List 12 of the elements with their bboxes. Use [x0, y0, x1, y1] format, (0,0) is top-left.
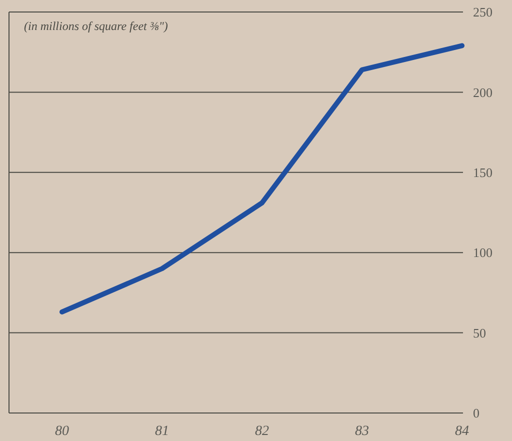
y-tick-label: 0 — [473, 406, 480, 421]
x-tick-label: 81 — [155, 424, 169, 439]
y-tick-label: 250 — [473, 4, 492, 20]
text: (in millions of square feet ⅜") — [24, 19, 168, 33]
y-tick-label: 200 — [473, 84, 492, 100]
y-tick-label: 150 — [473, 164, 492, 180]
y-tick-label: 100 — [473, 245, 492, 260]
x-tick-label: 80 — [55, 424, 69, 439]
x-tick-label: 84 — [455, 424, 469, 439]
y-tick-label: 50 — [473, 325, 486, 340]
x-tick-label: 82 — [255, 424, 269, 439]
x-tick-label: 83 — [355, 424, 369, 439]
